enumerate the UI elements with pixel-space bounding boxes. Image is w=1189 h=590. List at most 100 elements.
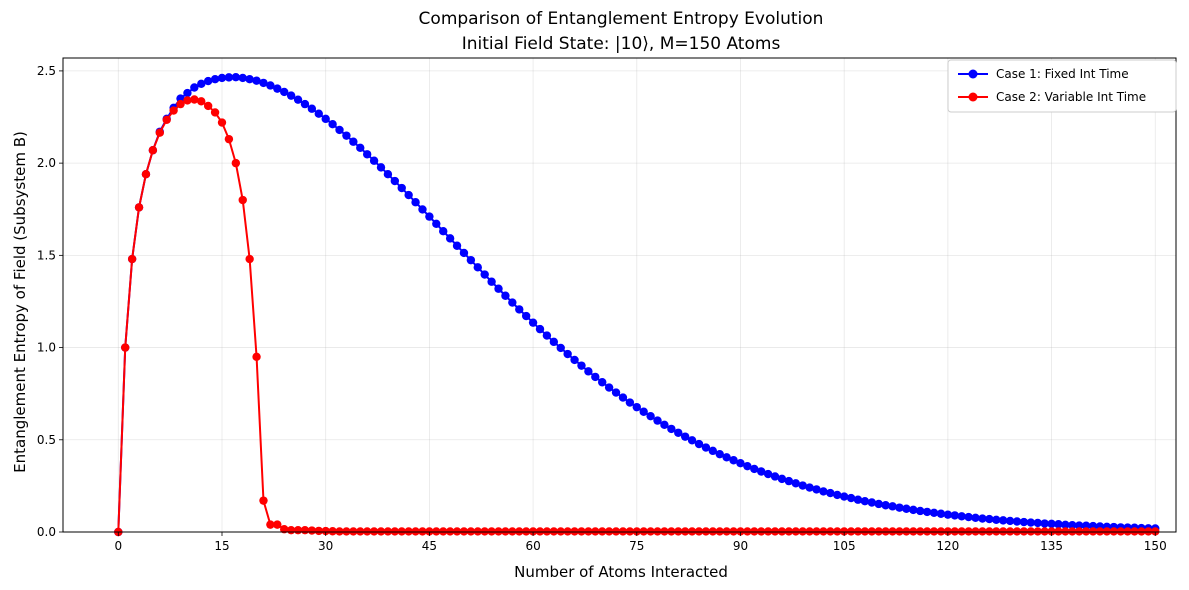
axis-ticks: 0 15 30 45 60 75 90 105 120 135 150 0.0 0.5 1.0 1.5 2.0… [37,64,1167,553]
data-point [1123,527,1132,536]
data-point [1116,527,1125,536]
data-point [971,513,980,522]
data-point [259,78,268,88]
x-tick-label: 60 [525,539,540,553]
data-point [203,76,213,86]
data-point [881,527,890,536]
data-point [680,432,690,441]
data-point [466,255,476,265]
data-point [770,527,780,536]
data-point [349,527,358,536]
data-point [1019,527,1029,536]
data-point [701,527,711,536]
data-point [335,125,344,135]
data-point [736,459,745,468]
data-point [1012,517,1022,526]
data-point [853,527,863,536]
data-point [964,527,973,536]
data-point [383,169,393,179]
data-point [791,479,800,488]
data-point [757,467,766,476]
data-point [342,527,351,536]
x-tick-label: 45 [422,539,437,553]
data-point [950,511,959,520]
y-tick-label: 2.0 [37,156,56,170]
data-point [197,97,206,106]
data-point [853,495,863,504]
chart-title: Comparison of Entanglement Entropy Evolu… [419,9,824,29]
data-point [411,527,420,536]
data-point [632,527,641,536]
data-point [356,527,365,536]
data-point [528,527,538,536]
data-point [584,527,593,536]
data-point [459,527,469,536]
data-point [784,527,794,536]
data-point [445,234,455,243]
data-point [155,128,164,137]
data-point [231,158,241,168]
data-point [1005,516,1015,526]
data-point [369,156,379,165]
data-point [169,106,178,115]
data-point [839,527,849,536]
data-point [833,490,842,500]
data-point [604,527,614,536]
data-point [916,506,925,516]
data-point [750,464,759,474]
data-point [542,331,552,340]
data-point [846,527,856,536]
data-point [300,99,310,109]
data-point [1047,519,1056,529]
data-point [909,505,918,515]
data-point [1040,519,1049,528]
data-point [867,527,877,536]
data-point [950,527,959,536]
data-point [376,527,386,536]
data-point [701,443,711,452]
data-point [992,527,1001,536]
data-point [957,512,966,521]
series-case2 [114,95,1160,537]
data-point [473,527,482,536]
data-point [888,502,897,511]
data-point [860,527,870,536]
data-point [314,109,323,118]
x-tick-label: 30 [318,539,333,553]
data-point [639,527,648,536]
data-point [694,527,704,536]
x-axis-label: Number of Atoms Interacted [514,563,728,581]
data-point [362,527,372,536]
data-point [397,183,406,193]
data-point [1005,527,1015,536]
data-point [736,527,745,536]
data-point [307,526,317,535]
data-point [660,527,669,536]
data-point [922,507,932,517]
y-tick-label: 1.5 [37,248,56,262]
data-point [715,449,724,459]
data-point [978,514,987,523]
data-point [591,527,600,536]
data-point [542,527,552,536]
data-point [943,527,953,536]
y-tick-label: 0.0 [37,525,56,539]
data-point [445,527,455,536]
data-point [819,527,828,536]
data-point [985,527,994,536]
data-point [252,352,261,361]
data-point [611,527,621,536]
data-point [176,99,185,109]
data-point [480,270,489,279]
data-point [356,143,365,153]
data-point [1075,527,1084,536]
data-point [819,487,828,496]
data-point [1109,527,1118,536]
data-point [929,527,939,536]
data-point [162,115,171,124]
data-point [432,219,441,229]
data-point [528,318,538,327]
data-point [729,456,738,465]
legend-entry-case1: Case 1: Fixed Int Time [958,67,1129,81]
data-point [687,527,697,536]
